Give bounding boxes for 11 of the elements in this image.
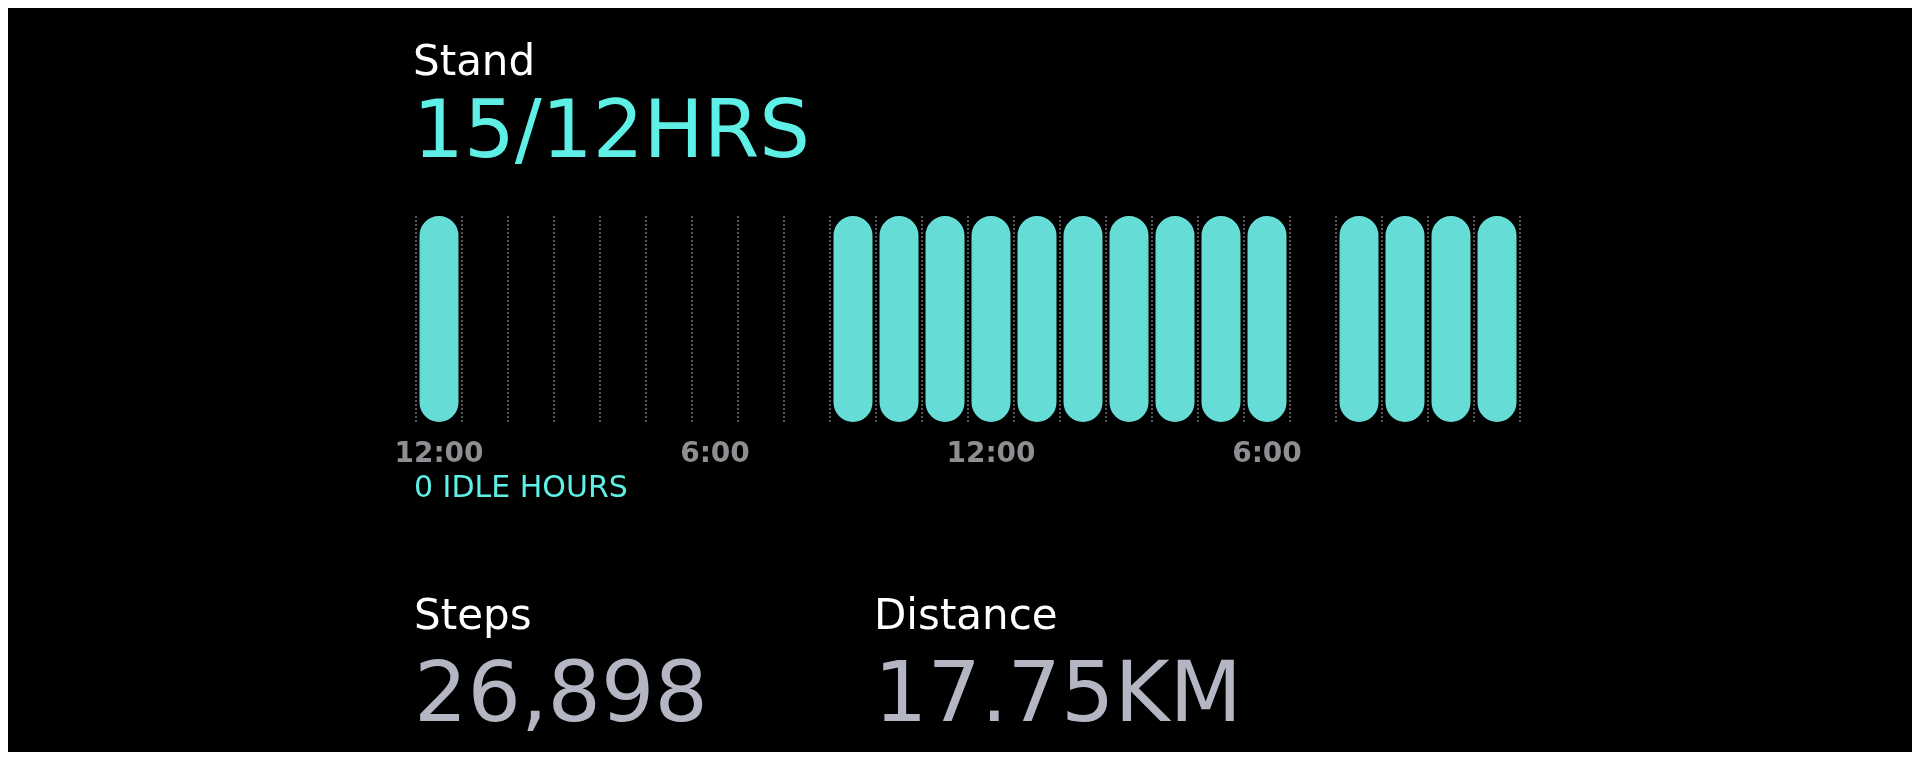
chart-subtitle: 15/12HRS (413, 82, 811, 176)
text: 17.75KM (874, 643, 1243, 741)
text: Steps (414, 589, 532, 639)
x-tick-label: 12:00 (946, 435, 1036, 469)
x-tick-label: 6:00 (1232, 435, 1302, 469)
chart-title: Stand (413, 35, 536, 85)
x-tick-label: 6:00 (680, 435, 750, 469)
text: Distance (874, 589, 1058, 639)
text: 26,898 (414, 643, 708, 741)
text: 0 IDLE HOURS (414, 468, 628, 504)
x-tick-label: 12:00 (394, 435, 484, 469)
